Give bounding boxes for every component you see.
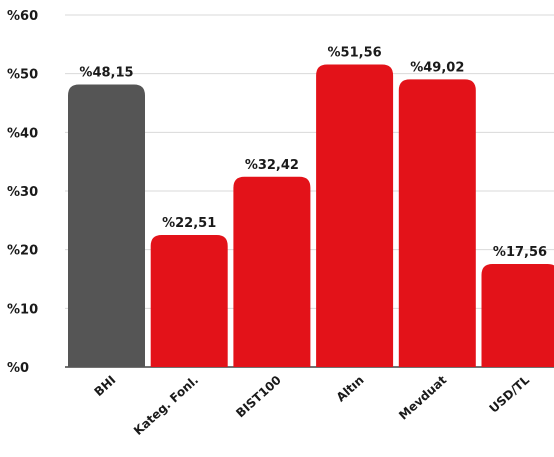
- data-label: %48,15: [79, 66, 133, 81]
- x-tick-label: USD/TL: [487, 373, 533, 416]
- bar-0: [68, 84, 145, 368]
- data-label: %32,42: [245, 158, 299, 173]
- y-tick-label: %20: [7, 244, 38, 259]
- bar-4: [398, 79, 476, 367]
- y-tick-label: %10: [7, 302, 38, 317]
- x-tick-label: BHI: [92, 373, 119, 399]
- data-labels: %48,15 %22,51 %32,42 %51,56 %49,02 %17,56: [79, 46, 547, 260]
- y-axis-tick-labels: %0 %10 %20 %30 %40 %50 %60: [7, 9, 38, 376]
- bar-5: [481, 263, 554, 367]
- bar-2: [233, 176, 311, 367]
- y-tick-label: %50: [7, 68, 38, 83]
- x-axis-tick-labels: BHI Kateg. Fonl. BIST100 Altın Mevduat USD/TL: [92, 373, 533, 438]
- x-tick-label: Altın: [334, 373, 367, 405]
- data-label: %49,02: [410, 60, 464, 75]
- x-tick-label: Kateg. Fonl.: [131, 373, 201, 438]
- bar-1: [150, 234, 228, 367]
- y-tick-label: %30: [7, 185, 38, 200]
- y-tick-label: %40: [7, 126, 38, 141]
- x-tick-label: BIST100: [233, 373, 284, 421]
- y-tick-label: %60: [7, 9, 38, 24]
- bars: [68, 64, 554, 368]
- data-label: %51,56: [328, 46, 382, 61]
- x-tick-label: Mevduat: [396, 373, 449, 423]
- y-tick-label: %0: [7, 361, 29, 376]
- data-label: %17,56: [493, 245, 547, 260]
- data-label: %22,51: [162, 216, 216, 231]
- bar-3: [316, 64, 394, 368]
